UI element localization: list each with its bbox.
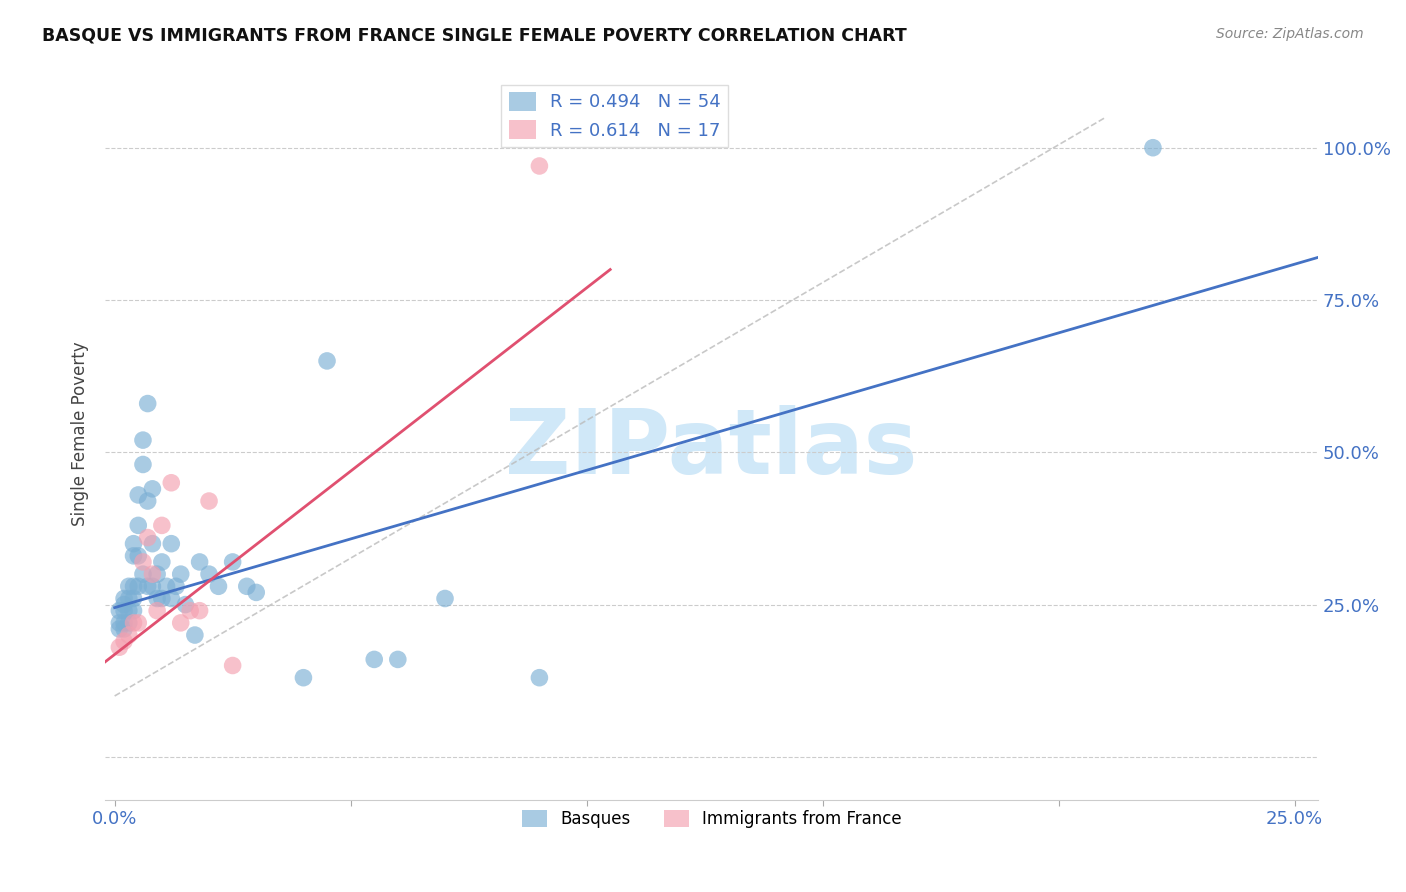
Point	[118, 591, 141, 606]
Point	[141, 567, 163, 582]
Point	[160, 475, 183, 490]
Point	[132, 433, 155, 447]
Point	[118, 604, 141, 618]
Legend: Basques, Immigrants from France: Basques, Immigrants from France	[515, 804, 908, 835]
Point	[136, 494, 159, 508]
Point	[127, 518, 149, 533]
Point	[1142, 141, 1164, 155]
Point	[112, 591, 135, 606]
Point	[136, 579, 159, 593]
Point	[108, 615, 131, 630]
Y-axis label: Single Female Poverty: Single Female Poverty	[72, 342, 89, 526]
Point	[122, 591, 145, 606]
Point	[122, 549, 145, 563]
Point	[112, 598, 135, 612]
Point	[118, 628, 141, 642]
Point	[146, 604, 169, 618]
Point	[221, 658, 243, 673]
Point	[112, 604, 135, 618]
Point	[118, 579, 141, 593]
Point	[118, 615, 141, 630]
Point	[221, 555, 243, 569]
Point	[170, 615, 193, 630]
Point	[127, 549, 149, 563]
Point	[132, 555, 155, 569]
Point	[529, 671, 551, 685]
Point	[122, 604, 145, 618]
Point	[122, 536, 145, 550]
Point	[165, 579, 187, 593]
Point	[146, 567, 169, 582]
Point	[108, 622, 131, 636]
Point	[136, 396, 159, 410]
Point	[150, 518, 173, 533]
Point	[127, 615, 149, 630]
Point	[112, 634, 135, 648]
Point	[198, 567, 221, 582]
Point	[108, 604, 131, 618]
Text: Source: ZipAtlas.com: Source: ZipAtlas.com	[1216, 27, 1364, 41]
Point	[316, 354, 339, 368]
Point	[127, 488, 149, 502]
Point	[160, 591, 183, 606]
Point	[207, 579, 229, 593]
Point	[179, 604, 201, 618]
Point	[174, 598, 197, 612]
Point	[363, 652, 385, 666]
Point	[236, 579, 259, 593]
Point	[150, 555, 173, 569]
Point	[245, 585, 267, 599]
Point	[198, 494, 221, 508]
Point	[150, 591, 173, 606]
Point	[112, 615, 135, 630]
Point	[112, 622, 135, 636]
Point	[122, 615, 145, 630]
Point	[141, 536, 163, 550]
Point	[132, 567, 155, 582]
Point	[141, 482, 163, 496]
Point	[188, 604, 211, 618]
Point	[132, 458, 155, 472]
Text: ZIPatlas: ZIPatlas	[506, 405, 918, 492]
Point	[141, 579, 163, 593]
Point	[146, 591, 169, 606]
Point	[122, 579, 145, 593]
Point	[188, 555, 211, 569]
Point	[387, 652, 409, 666]
Point	[108, 640, 131, 655]
Point	[529, 159, 551, 173]
Point	[160, 536, 183, 550]
Point	[127, 579, 149, 593]
Point	[136, 531, 159, 545]
Text: BASQUE VS IMMIGRANTS FROM FRANCE SINGLE FEMALE POVERTY CORRELATION CHART: BASQUE VS IMMIGRANTS FROM FRANCE SINGLE …	[42, 27, 907, 45]
Point	[434, 591, 457, 606]
Point	[155, 579, 177, 593]
Point	[170, 567, 193, 582]
Point	[184, 628, 207, 642]
Point	[292, 671, 315, 685]
